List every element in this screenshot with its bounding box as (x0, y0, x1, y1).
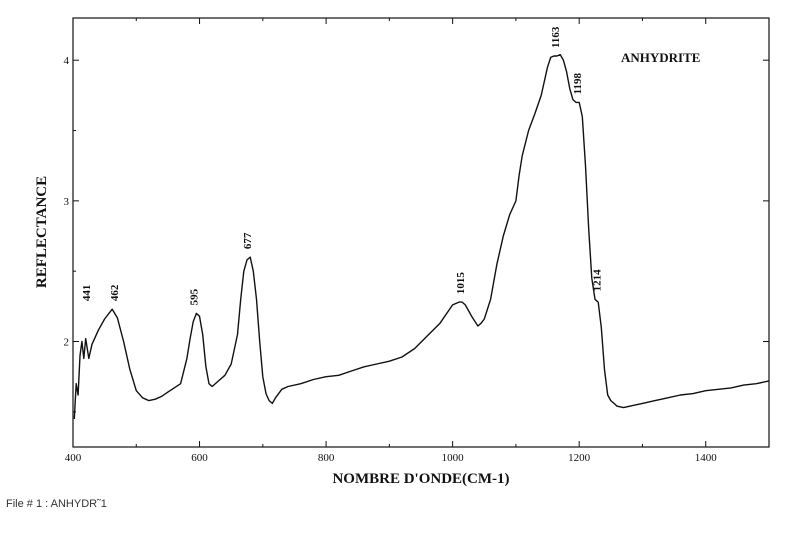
series-line (73, 53, 770, 419)
peak-label: 595 (189, 288, 201, 305)
peak-label: 1163 (550, 26, 562, 48)
x-tick-label: 800 (318, 452, 335, 464)
x-tick-label: 1000 (442, 452, 465, 464)
x-axis-title: NOMBRE D'ONDE(CM-1) (332, 471, 509, 487)
y-tick-label: 3 (64, 196, 70, 208)
y-tick-label: 4 (64, 55, 70, 67)
file-label: File # 1 : ANHYDR˜1 (6, 498, 107, 510)
peak-label: 1214 (592, 269, 604, 292)
chart-title: ANHYDRITE (621, 50, 700, 65)
y-axis-title: REFLECTANCE (34, 176, 50, 288)
x-tick-label: 1200 (568, 452, 591, 464)
x-tick-label: 600 (191, 452, 208, 464)
peak-label: 462 (109, 284, 121, 301)
peak-label: 441 (81, 285, 93, 302)
y-tick-label: 2 (64, 337, 70, 349)
x-tick-label: 1400 (695, 452, 718, 464)
peak-label: 1198 (572, 73, 584, 95)
peak-label: 1015 (455, 272, 467, 295)
peak-label: 677 (242, 232, 254, 249)
x-tick-label: 400 (65, 452, 82, 464)
plot-frame (72, 17, 770, 448)
